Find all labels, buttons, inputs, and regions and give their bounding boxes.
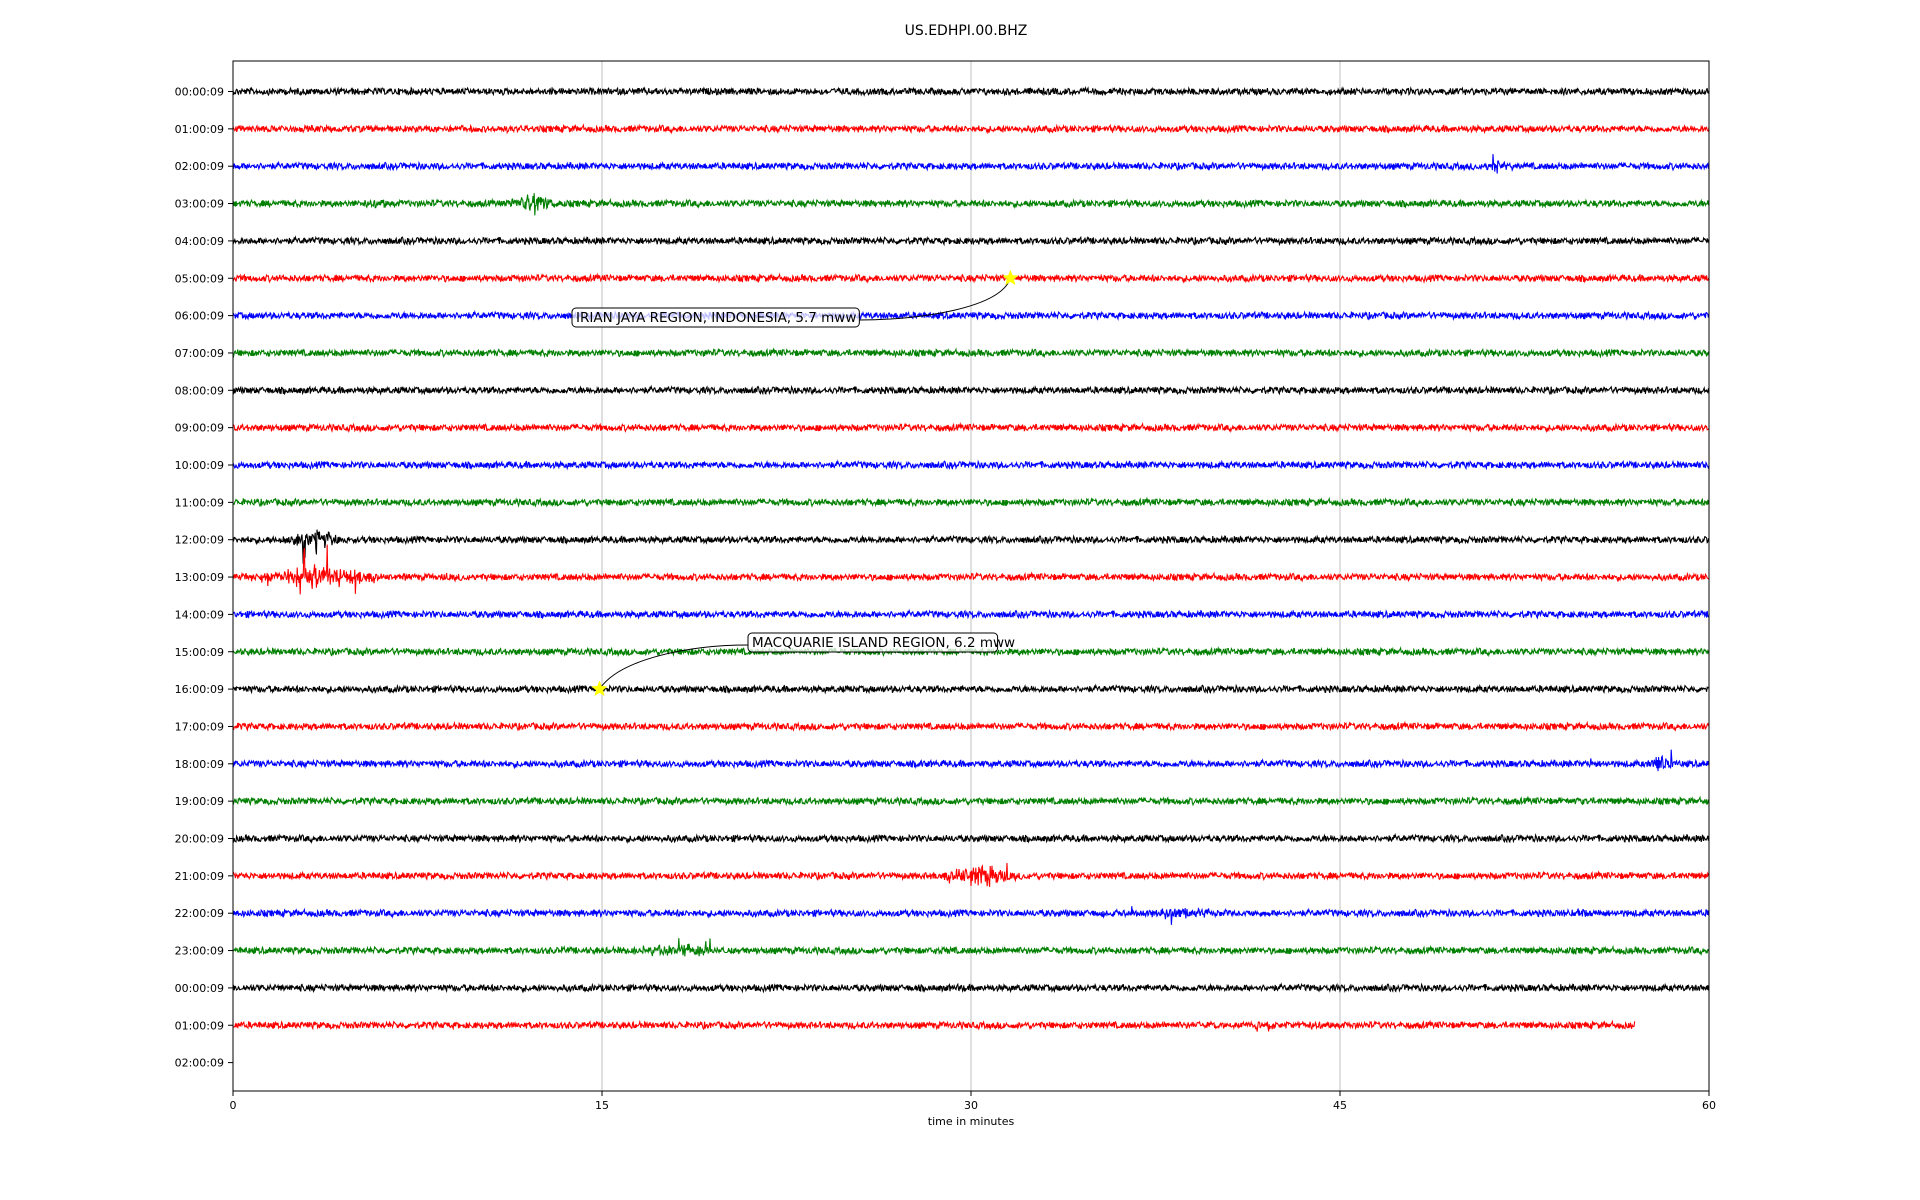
trace-row-20 bbox=[232, 832, 1710, 845]
trace-row-3 bbox=[232, 193, 1710, 216]
x-tick-label: 60 bbox=[1702, 1099, 1716, 1112]
y-tick-label: 04:00:09 bbox=[175, 235, 224, 248]
y-tick-label: 23:00:09 bbox=[175, 945, 224, 958]
trace-row-18 bbox=[232, 749, 1709, 772]
y-tick-label: 06:00:09 bbox=[175, 310, 224, 323]
trace-row-9 bbox=[232, 421, 1710, 434]
y-tick-label: 00:00:09 bbox=[175, 86, 224, 99]
y-tick-label: 21:00:09 bbox=[175, 870, 224, 883]
event-label-box bbox=[747, 632, 999, 653]
y-tick-label: 13:00:09 bbox=[175, 571, 224, 584]
trace-row-22 bbox=[232, 906, 1710, 925]
trace-row-16 bbox=[232, 683, 1710, 695]
event-star-marker bbox=[1002, 269, 1019, 286]
trace-row-0 bbox=[232, 85, 1710, 98]
trace-row-19 bbox=[232, 795, 1710, 807]
y-tick-label: 19:00:09 bbox=[175, 795, 224, 808]
event-label-box bbox=[571, 307, 860, 328]
trace-row-1 bbox=[232, 123, 1710, 135]
y-tick-label: 14:00:09 bbox=[175, 608, 224, 621]
event-connector bbox=[599, 644, 749, 690]
y-tick-label: 09:00:09 bbox=[175, 422, 224, 435]
event-markers: IRIAN JAYA REGION, INDONESIA, 5.7 mww MAC… bbox=[571, 269, 1019, 697]
y-tick-label: 20:00:09 bbox=[175, 833, 224, 846]
event-star-marker bbox=[591, 680, 608, 697]
y-tick-label: 17:00:09 bbox=[175, 720, 224, 733]
trace-row-2 bbox=[232, 154, 1710, 174]
event-label: IRIAN JAYA REGION, INDONESIA, 5.7 mww bbox=[576, 310, 856, 326]
trace-row-5 bbox=[232, 272, 1710, 284]
y-tick-label: 00:00:09 bbox=[175, 982, 224, 995]
y-tick-label: 12:00:09 bbox=[175, 534, 224, 547]
y-tick-label: 22:00:09 bbox=[175, 907, 224, 920]
y-tick-label: 02:00:09 bbox=[175, 1057, 224, 1070]
x-axis-label: time in minutes bbox=[928, 1115, 1015, 1128]
y-tick-label: 03:00:09 bbox=[175, 198, 224, 211]
y-tick-label: 02:00:09 bbox=[175, 160, 224, 173]
event-label: MACQUARIE ISLAND REGION, 6.2 mww bbox=[752, 635, 1015, 651]
y-axis: 00:00:09 01:00:09 02:00:09 03:00:09 04:00:09… bbox=[175, 86, 233, 1070]
y-tick-label: 01:00:09 bbox=[175, 1019, 224, 1032]
y-tick-label: 05:00:09 bbox=[175, 272, 224, 285]
trace-row-14 bbox=[232, 608, 1710, 620]
trace-row-4 bbox=[232, 235, 1710, 247]
trace-row-25 bbox=[232, 1019, 1636, 1032]
x-tick-label: 0 bbox=[230, 1099, 237, 1112]
trace-row-10 bbox=[232, 459, 1710, 471]
y-tick-label: 15:00:09 bbox=[175, 646, 224, 659]
y-tick-label: 18:00:09 bbox=[175, 758, 224, 771]
trace-row-8 bbox=[232, 384, 1710, 396]
trace-row-7 bbox=[232, 347, 1710, 359]
x-axis: 0 15 30 45 60 bbox=[230, 1091, 1716, 1112]
y-tick-label: 16:00:09 bbox=[175, 683, 224, 696]
y-tick-label: 08:00:09 bbox=[175, 384, 224, 397]
seismic-traces bbox=[232, 85, 1710, 1032]
x-tick-label: 45 bbox=[1333, 1099, 1347, 1112]
trace-row-17 bbox=[232, 720, 1710, 732]
x-tick-label: 30 bbox=[964, 1099, 978, 1112]
y-tick-label: 01:00:09 bbox=[175, 123, 224, 136]
y-tick-label: 07:00:09 bbox=[175, 347, 224, 360]
y-tick-label: 11:00:09 bbox=[175, 496, 224, 509]
trace-row-11 bbox=[232, 496, 1710, 508]
trace-row-24 bbox=[232, 982, 1710, 994]
chart-title: US.EDHPI.00.BHZ bbox=[905, 23, 1028, 39]
y-tick-label: 10:00:09 bbox=[175, 459, 224, 472]
x-tick-label: 15 bbox=[595, 1099, 609, 1112]
trace-row-23 bbox=[232, 938, 1710, 957]
trace-row-13 bbox=[232, 544, 1710, 595]
trace-row-12 bbox=[232, 529, 1710, 564]
trace-row-6 bbox=[232, 309, 1710, 322]
event-connector bbox=[859, 278, 1011, 321]
trace-row-21 bbox=[232, 862, 1710, 887]
